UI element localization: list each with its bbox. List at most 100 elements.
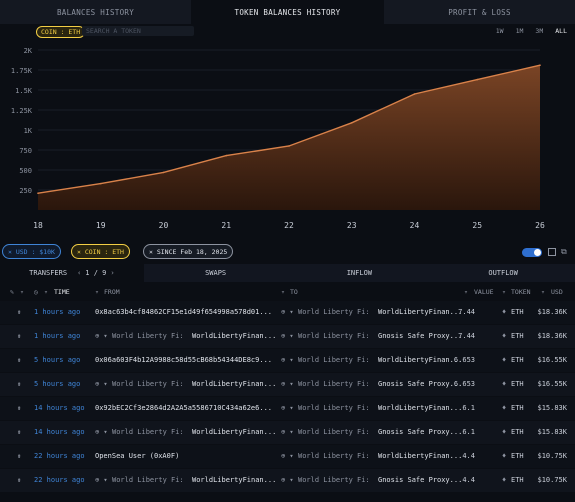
range-3m[interactable]: 3M xyxy=(535,27,544,35)
row-time[interactable]: 1 hours ago xyxy=(34,332,81,340)
row-time[interactable]: 14 hours ago xyxy=(34,428,85,436)
row-to[interactable]: Gnosis Safe Proxy... xyxy=(378,332,462,340)
row-token[interactable]: ETH xyxy=(511,428,524,436)
entity-icon: ⊕ ▾ xyxy=(281,476,294,484)
data-point xyxy=(350,122,353,124)
to-header[interactable]: TO xyxy=(290,288,298,296)
range-1m[interactable]: 1M xyxy=(515,27,524,35)
filter-icon[interactable]: ▿ xyxy=(44,288,48,296)
row-token[interactable]: ETH xyxy=(511,452,524,460)
row-from[interactable]: WorldLibertyFinan... xyxy=(192,380,276,388)
filter-icon[interactable]: ▿ xyxy=(95,288,99,296)
token-search-input[interactable]: SEARCH A TOKEN xyxy=(82,26,194,36)
row-from[interactable]: OpenSea User (0xA0F) xyxy=(95,452,180,460)
row-time[interactable]: 22 hours ago xyxy=(34,476,85,484)
tab-swaps[interactable]: SWAPS xyxy=(143,264,288,282)
entity-icon: ⊕ ▾ xyxy=(281,356,294,364)
row-usd: $10.75K xyxy=(537,476,567,484)
row-to[interactable]: Gnosis Safe Proxy... xyxy=(378,380,462,388)
row-token[interactable]: ETH xyxy=(511,332,524,340)
table-row[interactable]: ⇟ 1 hours ago ⊕ ▾ World Liberty Fi: Worl… xyxy=(0,325,575,348)
row-from[interactable]: WorldLibertyFinan... xyxy=(192,476,276,484)
row-from[interactable]: 0x92bEC2Cf3e2864d2A2A5a5586710C434a62e6.… xyxy=(95,404,273,412)
row-time[interactable]: 5 hours ago xyxy=(34,380,81,388)
tab-inflow[interactable]: INFLOW xyxy=(287,264,432,282)
row-value: 4.4 xyxy=(462,452,475,460)
row-to[interactable]: WorldLibertyFinan... xyxy=(378,356,462,364)
from-header[interactable]: FROM xyxy=(104,288,120,296)
row-to[interactable]: Gnosis Safe Proxy... xyxy=(378,428,462,436)
table-row[interactable]: ⇟ 22 hours ago OpenSea User (0xA0F) ⊕ ▾ … xyxy=(0,445,575,468)
transfers-table: ⇟ 1 hours ago 0x8ac63b4cf84862CF15e1d49f… xyxy=(0,301,575,502)
table-header: ✎ ▿ ◷ ▿ TIME ▿ FROM ▿ TO ▿ VALUE ▿ TOKEN… xyxy=(0,286,575,298)
range-all[interactable]: ALL xyxy=(555,27,567,35)
row-token[interactable]: ETH xyxy=(511,308,524,316)
row-token[interactable]: ETH xyxy=(511,476,524,484)
row-from[interactable]: WorldLibertyFinan... xyxy=(192,428,276,436)
row-time[interactable]: 22 hours ago xyxy=(34,452,85,460)
close-icon[interactable]: × xyxy=(77,247,85,256)
x-tick-label: 25 xyxy=(472,221,482,230)
time-header[interactable]: TIME xyxy=(54,288,70,296)
row-time[interactable]: 1 hours ago xyxy=(34,308,81,316)
close-icon[interactable]: × xyxy=(8,247,16,256)
row-time[interactable]: 14 hours ago xyxy=(34,404,85,412)
table-row[interactable]: ⇟ 5 hours ago ⊕ ▾ World Liberty Fi: Worl… xyxy=(0,373,575,396)
row-to[interactable]: Gnosis Safe Proxy... xyxy=(378,476,462,484)
filter-icon[interactable]: ▿ xyxy=(281,288,285,296)
edit-icon[interactable]: ✎ xyxy=(10,288,14,296)
share-icon[interactable]: ⧉ xyxy=(561,247,567,256)
tab-profit-loss[interactable]: PROFIT & LOSS xyxy=(383,0,575,24)
filter-icon[interactable]: ▿ xyxy=(502,288,506,296)
usd-filter-chip[interactable]: × USD : $10K xyxy=(2,244,61,259)
filter-icon[interactable]: ▿ xyxy=(464,288,468,296)
row-to[interactable]: WorldLibertyFinan... xyxy=(378,404,462,412)
direction-icon: ⇟ xyxy=(17,356,22,364)
row-from[interactable]: 0x8ac63b4cf84862CF15e1d49f654998a578d01.… xyxy=(95,308,273,316)
clock-icon[interactable]: ◷ xyxy=(34,288,38,296)
row-from[interactable]: WorldLibertyFinan... xyxy=(192,332,276,340)
chevron-right-icon[interactable]: › xyxy=(110,269,115,277)
filter-icon[interactable]: ▿ xyxy=(20,288,24,296)
token-header[interactable]: TOKEN xyxy=(511,288,531,296)
row-from[interactable]: 0x06a603F4b12A9988c58d55cB68b54344DE8c9.… xyxy=(95,356,273,364)
table-row[interactable]: ⇟ 1 hours ago 0x8ac63b4cf84862CF15e1d49f… xyxy=(0,301,575,324)
table-row[interactable]: ⇟ 5 hours ago 0x06a603F4b12A9988c58d55cB… xyxy=(0,349,575,372)
range-1w[interactable]: 1W xyxy=(495,27,504,35)
direction-icon: ⇟ xyxy=(17,332,22,340)
row-to-prefix: World Liberty Fi: xyxy=(298,332,370,340)
row-to[interactable]: WorldLibertyFinan... xyxy=(378,308,462,316)
tab-token-balances-history[interactable]: TOKEN BALANCES HISTORY xyxy=(191,0,383,24)
row-usd: $18.36K xyxy=(537,308,567,316)
y-tick-label: 1K xyxy=(24,127,33,135)
toggle-switch[interactable] xyxy=(522,248,542,257)
row-to[interactable]: WorldLibertyFinan... xyxy=(378,452,462,460)
tab-transfers[interactable]: TRANSFERS ‹ 1 / 9 › xyxy=(0,264,144,282)
tab-outflow[interactable]: OUTFLOW xyxy=(431,264,575,282)
data-point xyxy=(162,171,165,174)
y-tick-label: 500 xyxy=(19,167,32,175)
value-header[interactable]: VALUE xyxy=(474,288,494,296)
row-token[interactable]: ETH xyxy=(511,356,524,364)
row-usd: $16.55K xyxy=(537,380,567,388)
row-to-prefix: World Liberty Fi: xyxy=(298,308,370,316)
filter-icon[interactable]: ▿ xyxy=(541,288,545,296)
table-row[interactable]: ⇟ 14 hours ago ⊕ ▾ World Liberty Fi: Wor… xyxy=(0,421,575,444)
chevron-left-icon[interactable]: ‹ xyxy=(77,269,82,277)
row-token[interactable]: ETH xyxy=(511,380,524,388)
row-to-prefix: World Liberty Fi: xyxy=(298,476,370,484)
usd-header[interactable]: USD xyxy=(551,288,563,296)
eth-icon: ♦ xyxy=(502,404,507,412)
coin-chip[interactable]: × COIN : ETH xyxy=(71,244,130,259)
copy-icon[interactable] xyxy=(548,248,556,256)
eth-icon: ♦ xyxy=(502,452,507,460)
coin-filter-chip[interactable]: COIN : ETH xyxy=(36,26,86,38)
row-to-prefix: World Liberty Fi: xyxy=(298,404,370,412)
tab-balances-history[interactable]: BALANCES HISTORY xyxy=(0,0,191,24)
since-chip[interactable]: × SINCE Feb 18, 2025 xyxy=(143,244,234,259)
row-token[interactable]: ETH xyxy=(511,404,524,412)
table-row[interactable]: ⇟ 22 hours ago ⊕ ▾ World Liberty Fi: Wor… xyxy=(0,469,575,492)
row-time[interactable]: 5 hours ago xyxy=(34,356,81,364)
table-row[interactable]: ⇟ 14 hours ago 0x92bEC2Cf3e2864d2A2A5a55… xyxy=(0,397,575,420)
close-icon[interactable]: × xyxy=(149,247,157,256)
